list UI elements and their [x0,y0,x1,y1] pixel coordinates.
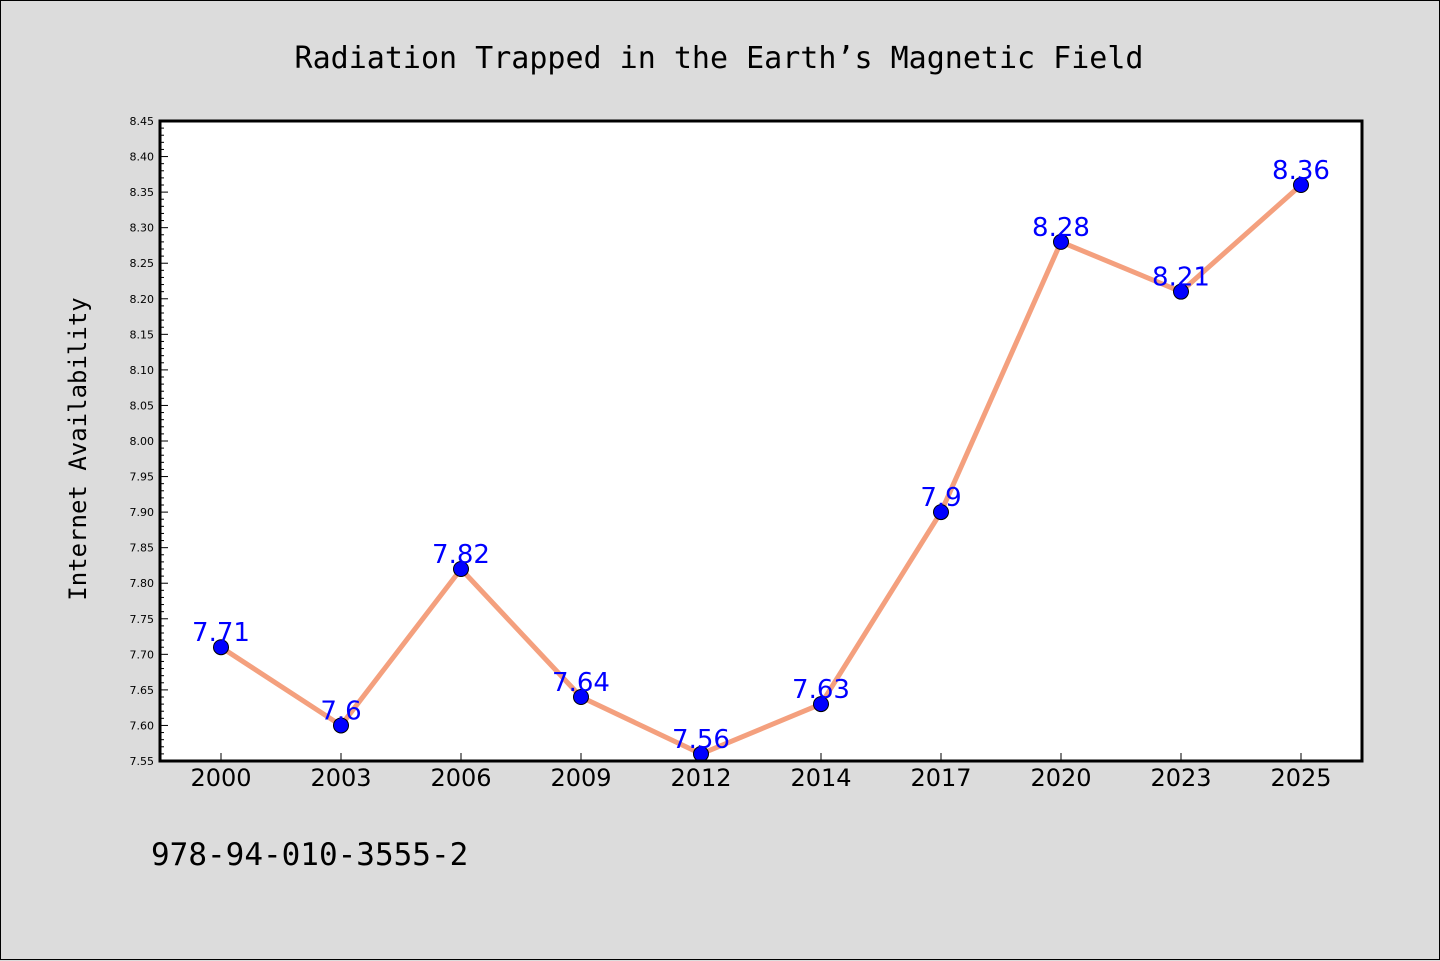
x-tick-label: 2020 [1030,764,1091,792]
y-tick-label: 7.65 [130,684,155,697]
x-tick-labels: 2000 2003 2006 2009 2012 2014 2017 2020 2023 2025 [190,764,1331,792]
series-line [218,182,1304,757]
chart-title: Radiation Trapped in the Earth’s Magneti… [295,41,1144,76]
x-tick-label: 2014 [790,764,851,792]
data-point [573,689,589,705]
data-label: 7.82 [432,540,490,570]
y-tick-label: 8.05 [130,399,155,412]
x-tick-label: 2023 [1150,764,1211,792]
x-tick-label: 2025 [1270,764,1331,792]
data-label: 8.28 [1032,213,1090,243]
data-label: 7.63 [792,675,850,705]
plot-border [158,119,1364,763]
y-tick-label: 7.80 [130,577,155,590]
data-label: 7.56 [672,725,730,755]
x-tick-label: 2003 [310,764,371,792]
x-tick-label: 2012 [670,764,731,792]
y-tick-label: 7.60 [130,719,155,732]
y-tick-label: 8.15 [130,328,155,341]
y-tick-label: 8.30 [130,222,155,235]
data-label: 7.64 [552,668,610,698]
series-line-group [218,182,1304,757]
data-label: 8.21 [1152,263,1210,293]
data-labels-group: 7.71 7.6 7.82 7.64 7.56 7.63 7.9 8.28 8.21 8.36 [192,156,1330,755]
plot-area [160,121,1362,761]
y-tick-labels: 7.55 7.60 7.65 7.70 7.75 7.80 7.85 7.90 7.95 8.00… [130,115,155,768]
markers-group [213,177,1309,762]
data-point [1293,177,1309,193]
x-tick-label: 2006 [430,764,491,792]
data-point [933,504,949,521]
y-axis-label: Internet Availability [64,297,92,600]
data-point [1053,233,1069,250]
data-point [813,696,829,713]
data-point [213,639,229,656]
data-label: 8.36 [1272,156,1330,186]
data-point [1173,283,1189,300]
y-tick-label: 8.20 [130,293,155,306]
data-point [453,561,469,577]
x-tick-label: 2000 [190,764,251,792]
y-tick-label: 8.45 [130,115,155,128]
y-tick-label: 7.70 [130,648,155,661]
y-tick-label: 8.40 [130,151,155,164]
x-tick-label: 2017 [910,764,971,792]
x-tick-label: 2009 [550,764,611,792]
data-label: 7.71 [192,618,250,648]
y-tick-label: 7.90 [130,506,155,519]
y-tick-label: 7.75 [130,613,155,626]
y-tick-label: 7.85 [130,542,155,555]
y-tick-label: 8.35 [130,186,155,199]
y-tick-label: 8.25 [130,257,155,270]
y-tick-label: 8.10 [130,364,155,377]
data-label: 7.6 [320,696,361,726]
y-tick-label: 8.00 [130,435,155,448]
data-label: 7.9 [920,483,961,513]
footer-code: 978-94-010-3555-2 [151,837,468,873]
y-tick-label: 7.55 [130,755,155,768]
data-point [333,717,349,734]
y-tick-label: 7.95 [130,471,155,484]
